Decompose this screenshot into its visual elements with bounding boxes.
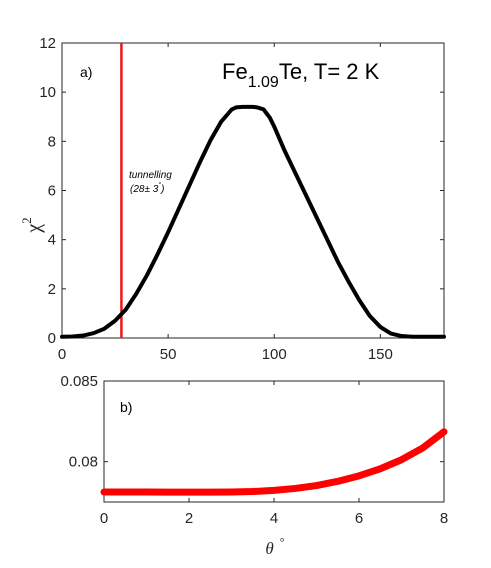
y-tick-label: 10: [39, 84, 56, 101]
panel-b-x-ticks: 0 2 4 6 8: [100, 381, 448, 527]
y-axis-title: χ2: [19, 217, 45, 233]
panel-a-label: a): [80, 64, 92, 80]
x-tick-label: 2: [185, 510, 193, 527]
x-tick-label: 100: [262, 346, 287, 363]
x-tick-label: 150: [368, 346, 393, 363]
x-axis-unit: °: [280, 535, 285, 549]
chart-title-rest: Te, T= 2 K: [279, 59, 380, 84]
panel-b-curve: [100, 428, 448, 496]
x-tick-label: 4: [270, 510, 278, 527]
chi-squared-curve: [60, 104, 446, 339]
y-tick-label: 0: [48, 330, 56, 347]
x-tick-label: 0: [100, 510, 108, 527]
y-tick-label: 8: [48, 133, 56, 150]
chart-title-element: Fe: [222, 59, 248, 84]
y-tick-label: 12: [39, 35, 56, 52]
panel-b-axes-box: [103, 380, 445, 503]
panel-b-label: b): [120, 399, 132, 415]
x-axis-title: θ °: [265, 535, 284, 558]
y-axis-symbol: χ: [23, 224, 45, 234]
panel-b-y-ticks: 0.08 0.085: [60, 373, 444, 471]
x-axis-symbol: θ: [265, 539, 273, 558]
x-tick-label: 50: [160, 346, 177, 363]
panel-a-axes-box: [61, 42, 445, 339]
chart-title-subscript: 1.09: [248, 74, 279, 91]
x-tick-label: 8: [440, 510, 448, 527]
panel-a-y-ticks: 0 2 4 6 8 10 12: [39, 35, 444, 347]
y-tick-label: 0.08: [69, 454, 98, 471]
x-tick-label: 0: [58, 346, 66, 363]
tunnelling-degree: °: [158, 181, 161, 189]
tunnelling-value: (28± 3: [130, 184, 159, 195]
x-tick-label: 6: [355, 510, 363, 527]
tunnelling-annotation-value: (28± 3°): [130, 181, 164, 195]
tunnelling-annotation: tunnelling: [129, 170, 172, 181]
y-tick-label: 2: [48, 281, 56, 298]
chart-title: Fe1.09Te, T= 2 K: [222, 59, 380, 91]
y-axis-superscript: 2: [19, 217, 34, 224]
y-tick-label: 6: [48, 183, 56, 200]
panel-a-x-ticks: 0 50 100 150: [58, 43, 393, 363]
y-tick-label: 4: [48, 232, 56, 249]
y-tick-label: 0.085: [60, 373, 98, 390]
tunnelling-close: ): [160, 184, 164, 195]
